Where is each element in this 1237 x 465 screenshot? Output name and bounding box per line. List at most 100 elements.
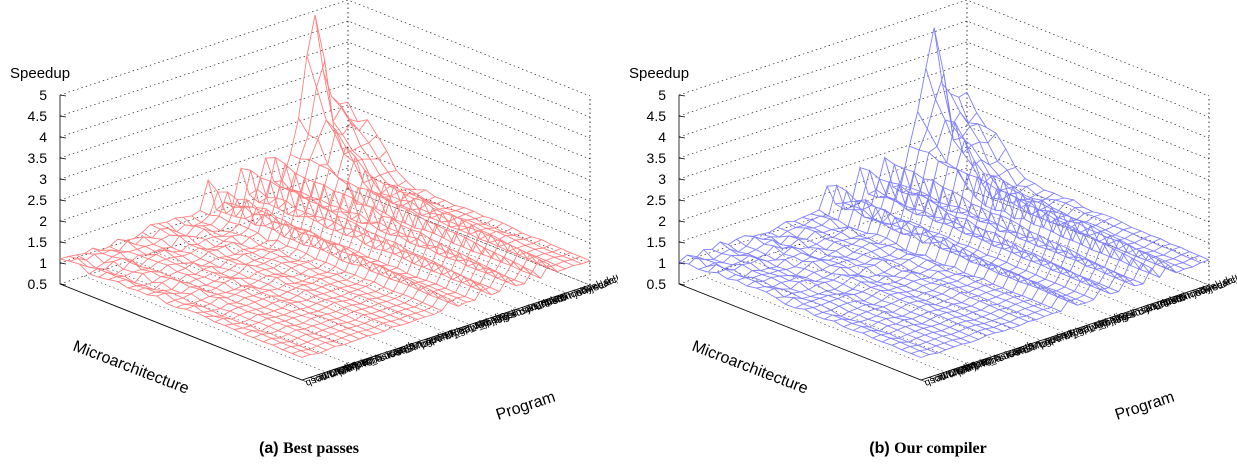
z-tick [59, 199, 67, 202]
z-tick-label: 1 [39, 255, 47, 271]
program-tick [400, 347, 406, 350]
program-tick [1011, 349, 1017, 353]
surface-col-line [892, 186, 1136, 287]
surface-row-line [891, 246, 1181, 346]
z-gridline [678, 20, 1210, 118]
floor-gridline [846, 228, 1090, 325]
program-tick [1151, 303, 1157, 307]
surface-col-line [958, 97, 1201, 264]
program-tick [499, 314, 505, 318]
z-axis-label: Speedup [629, 65, 689, 82]
surface-col-line [966, 92, 1210, 261]
z-tick-label: 0.5 [28, 276, 48, 292]
surface-row-line [137, 182, 426, 291]
surface-col-line [216, 209, 459, 307]
surface-row-line [823, 216, 1113, 320]
program-tick-label: say [576, 283, 595, 299]
surface-col-line [785, 221, 1029, 323]
program-tick [326, 371, 332, 375]
z-gridline [678, 125, 1210, 223]
program-tick [351, 363, 357, 366]
surface-col-line [322, 71, 566, 270]
surface-col-line [199, 210, 443, 312]
program-tick [1027, 344, 1034, 347]
surface-col-line [703, 249, 946, 351]
surface-col-line [339, 103, 582, 265]
surface-col-line [777, 226, 1020, 327]
surface-col-line [76, 254, 319, 354]
z-gridline [59, 83, 591, 181]
surface-col-line [917, 111, 1160, 278]
x-axis-label: Microarchitecture [71, 338, 192, 398]
floor-gridline [870, 220, 1114, 317]
program-tick [458, 328, 464, 331]
program-tick [392, 349, 398, 353]
floor-gridline [726, 267, 970, 365]
z-tick-label: 3 [658, 171, 666, 187]
program-tick [474, 322, 480, 326]
program-tick [491, 317, 497, 320]
surface-col-line [752, 235, 996, 334]
program-tick [1044, 339, 1050, 342]
z-tick [59, 94, 67, 97]
program-tick [466, 325, 472, 328]
surface-row-line [901, 251, 1190, 351]
z-tick [678, 115, 686, 118]
surface-col-line [224, 201, 467, 303]
surface-row-line [272, 248, 562, 346]
surface-col-line [117, 238, 360, 340]
z-tick [59, 136, 67, 139]
program-tick [1036, 341, 1042, 345]
surface-col-line [941, 83, 1185, 270]
z-tick [678, 157, 686, 160]
z-tick [678, 262, 686, 265]
program-tick [945, 371, 951, 375]
z-tick [678, 178, 686, 181]
program-tick [1101, 320, 1108, 323]
z-tick [678, 241, 686, 244]
program-tick [375, 355, 382, 358]
surface-col-line [290, 154, 533, 272]
caption-best-passes: (a) Best passes [0, 440, 618, 458]
panel-best-passes: 5 4.5 4 3.5 3 2.5 2 1.5 1 0.5 qsort rawcaudio tiff2r… [0, 0, 618, 465]
surface-col-line [687, 254, 930, 355]
y-axis-label: Program [1113, 389, 1177, 424]
surface-col-line [794, 220, 1037, 321]
program-tick [589, 284, 596, 288]
caption-our-compiler: (b) Our compiler [619, 440, 1237, 458]
z-tick [678, 220, 686, 223]
program-tick-label: fft [1022, 343, 1034, 356]
program-tick [573, 290, 579, 293]
program-tick [384, 352, 390, 356]
z-tick [59, 241, 67, 244]
floor-gridline [107, 267, 351, 365]
surface-col-line [331, 96, 574, 266]
surface-row-line [688, 73, 978, 265]
surface-col-line [909, 145, 1152, 269]
floor-gridline [966, 188, 1210, 286]
floor-gridline [942, 196, 1186, 294]
surface-col-line [142, 232, 385, 332]
surface-col-line [265, 157, 508, 278]
program-tick [920, 379, 927, 383]
surface-col-line [59, 258, 303, 358]
z-tick [59, 262, 67, 265]
program-tick [425, 339, 431, 342]
program-tick [978, 360, 984, 364]
surface-col-line [84, 252, 327, 351]
program-tick [507, 311, 513, 315]
surface-col-line [761, 233, 1004, 332]
program-tick [515, 309, 522, 312]
z-tick-label: 2.5 [647, 192, 667, 208]
surface-row-line [911, 255, 1200, 355]
program-tick [1118, 314, 1124, 318]
surface-col-line [835, 203, 1078, 306]
surface-row-line [795, 198, 1084, 309]
floor-gridline [251, 220, 495, 317]
surface-col-line [851, 200, 1094, 300]
surface-col-line [769, 231, 1012, 329]
floor-gridline [894, 212, 1138, 309]
floor-gridline [227, 228, 471, 325]
program-tick [565, 292, 571, 296]
surface-row-line [843, 224, 1132, 328]
